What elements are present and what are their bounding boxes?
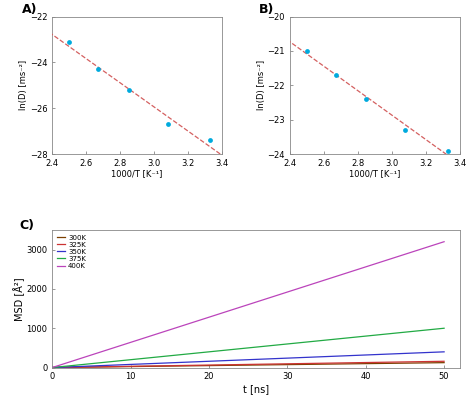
325K: [238, 362, 244, 367]
300K: [236, 363, 241, 368]
350K: [432, 350, 438, 355]
Point: [65, 38, 73, 45]
Point: [444, 147, 452, 154]
375K: [238, 346, 244, 351]
X-axis label: 1000/T [K⁻¹]: 1000/T [K⁻¹]: [111, 169, 163, 178]
400K: [49, 365, 55, 370]
375K: [432, 327, 438, 332]
375K: [441, 326, 447, 331]
350K: [238, 358, 244, 363]
325K: [432, 359, 438, 364]
350K: [441, 349, 447, 354]
Point: [363, 96, 370, 102]
325K: [236, 362, 241, 367]
325K: [261, 362, 267, 367]
Text: C): C): [19, 219, 35, 232]
Point: [332, 72, 339, 78]
Point: [125, 87, 132, 93]
Line: 325K: 325K: [52, 361, 444, 368]
375K: [49, 365, 55, 370]
300K: [49, 365, 55, 370]
Point: [94, 66, 102, 73]
Line: 375K: 375K: [52, 328, 444, 368]
325K: [441, 359, 447, 364]
400K: [432, 242, 438, 247]
400K: [236, 305, 241, 310]
Line: 400K: 400K: [52, 242, 444, 368]
Line: 300K: 300K: [52, 363, 444, 368]
300K: [432, 360, 438, 365]
375K: [283, 342, 288, 347]
X-axis label: 1000/T [K⁻¹]: 1000/T [K⁻¹]: [349, 169, 401, 178]
Y-axis label: ln(D) [ms⁻²]: ln(D) [ms⁻²]: [19, 60, 28, 110]
350K: [371, 352, 376, 357]
300K: [238, 363, 244, 368]
350K: [261, 356, 267, 361]
Legend: 300K, 325K, 350K, 375K, 400K: 300K, 325K, 350K, 375K, 400K: [55, 233, 88, 271]
325K: [49, 365, 55, 370]
400K: [238, 304, 244, 309]
Y-axis label: ln(D) [ms⁻²]: ln(D) [ms⁻²]: [257, 60, 266, 110]
Point: [303, 47, 311, 54]
Point: [401, 127, 409, 133]
350K: [236, 358, 241, 363]
350K: [49, 365, 55, 370]
300K: [371, 361, 376, 366]
Text: A): A): [21, 3, 37, 16]
X-axis label: t [ns]: t [ns]: [243, 384, 269, 394]
300K: [441, 360, 447, 365]
400K: [441, 239, 447, 244]
325K: [283, 361, 288, 366]
400K: [261, 297, 267, 302]
375K: [236, 347, 241, 351]
400K: [283, 290, 288, 295]
300K: [283, 362, 288, 367]
Text: B): B): [259, 3, 275, 16]
375K: [261, 344, 267, 349]
325K: [371, 360, 376, 365]
Line: 350K: 350K: [52, 352, 444, 368]
Y-axis label: MSD [Å²]: MSD [Å²]: [13, 277, 25, 320]
400K: [371, 262, 376, 267]
350K: [283, 356, 288, 361]
Point: [164, 121, 172, 128]
375K: [371, 333, 376, 338]
300K: [261, 363, 267, 368]
Point: [206, 137, 214, 144]
